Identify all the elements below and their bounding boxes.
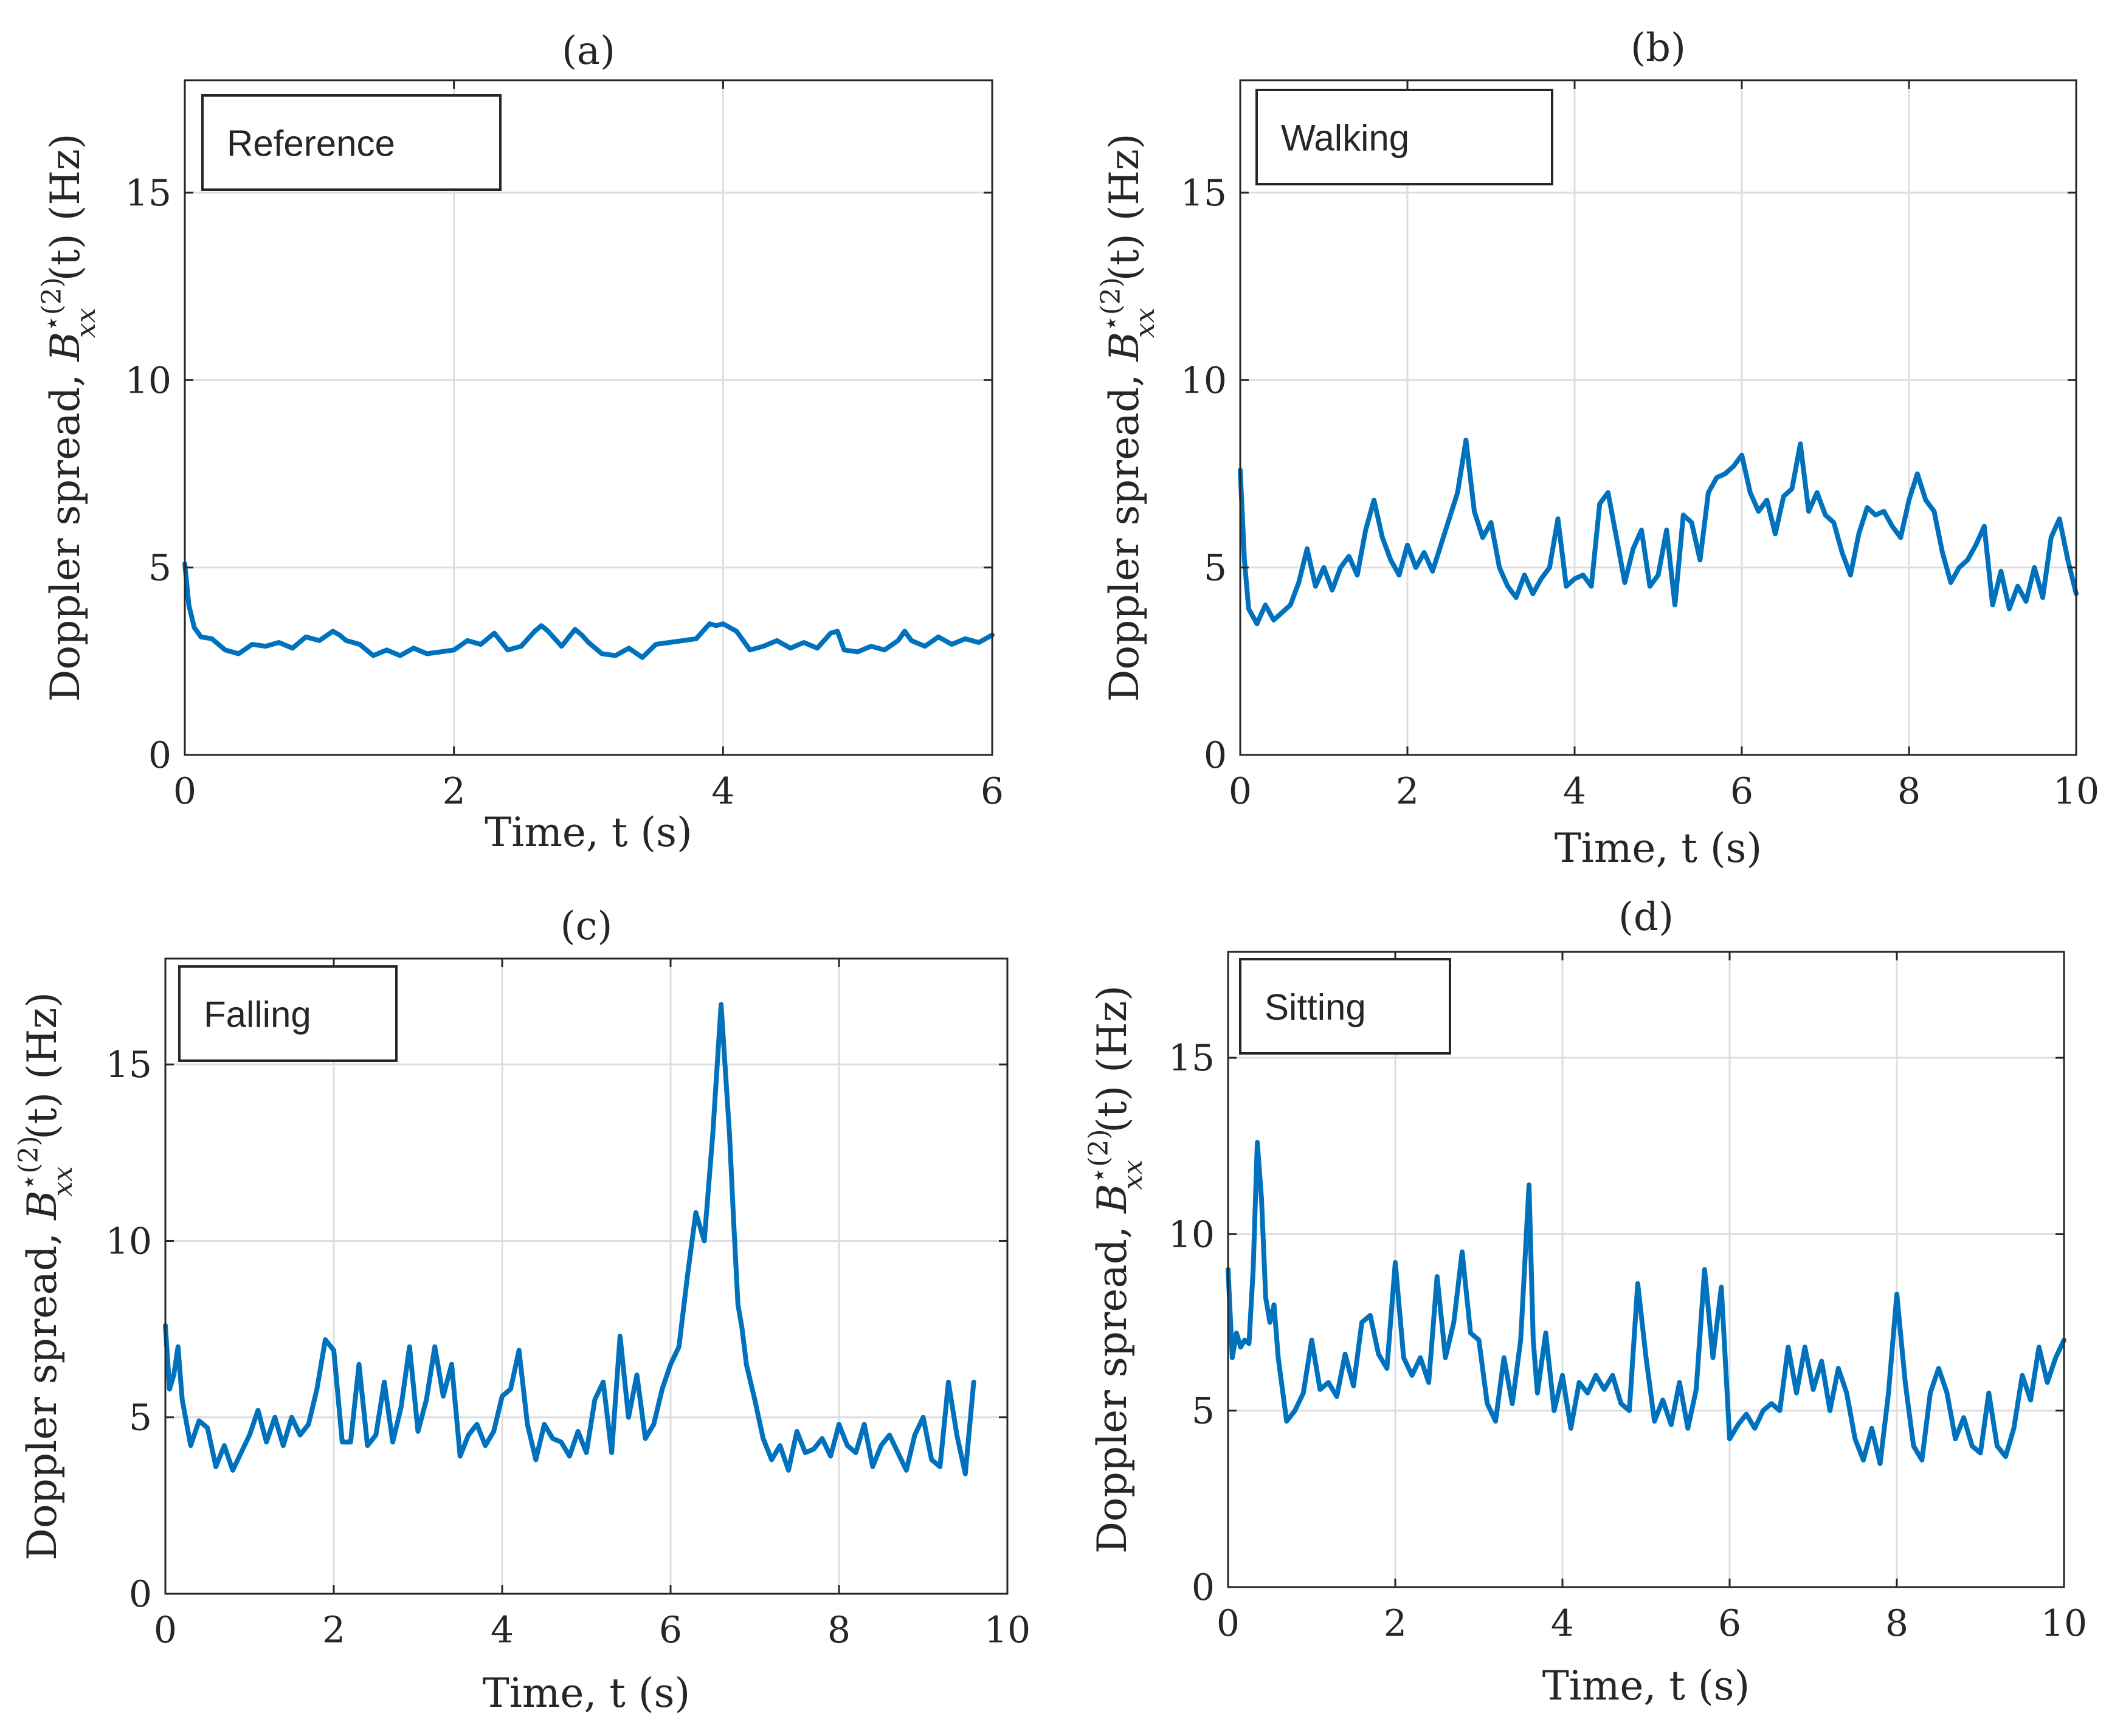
panel-c-x-tick-label: 10 [984,1609,1030,1652]
panel-c-y-axis-label-prefix: Doppler spread, [19,1220,66,1560]
panel-d-y-axis-label-prefix: Doppler spread, [1089,1213,1136,1554]
panel-c-legend-box [178,965,398,1062]
panel-d-x-tick-label: 2 [1384,1602,1407,1645]
panel-d-axes-box [1227,951,2065,1588]
panel-d-y-tick-label: 10 [1168,1213,1215,1256]
panel-d-legend-label: Sitting [1265,987,1366,1028]
panel-c-y-tick-label: 5 [129,1397,152,1439]
panel-c-y-tick-label: 15 [106,1044,152,1086]
panel-b-x-tick-label: 6 [1730,770,1753,813]
panel-d-y-tick-label: 0 [1192,1566,1215,1609]
panel-c-title: (c) [561,904,613,949]
panel-d-y-axis-label-symbol: B [1089,1183,1136,1214]
panel-c-legend-label: Falling [204,994,311,1035]
panel-c-x-tick-label: 6 [659,1609,682,1652]
panel-b-y-axis-label-sub: xx [1130,308,1161,338]
panel-a-x-axis-label: Time, t (s) [485,809,692,856]
panel-d-y-axis-label-suffix: (t) (Hz) [1089,985,1136,1133]
panel-c-x-tick-label: 0 [154,1609,177,1652]
panel-a-y-tick-label: 0 [148,734,171,777]
panel-c-y-axis-label-sup: ⋆(2) [13,1135,44,1190]
panel-c-y-tick-label: 0 [129,1573,152,1616]
panel-d-series-sitting [1226,1140,2066,1466]
panel-b-y-axis-label-suffix: (t) (Hz) [1101,134,1148,281]
panel-a-x-tick-label: 2 [443,770,466,813]
panel-a-y-axis-label-suffix: (t) (Hz) [42,134,89,281]
panel-d-x-tick-label: 6 [1718,1602,1741,1645]
panel-c-y-axis-label-suffix: (t) (Hz) [19,992,66,1140]
panel-d-x-tick-label: 10 [2041,1602,2087,1645]
panel-d-legend-box [1239,958,1451,1055]
panel-a-y-tick-label: 5 [148,547,171,590]
panel-a-y-axis-label-symbol: B [42,332,89,362]
panel-b-y-tick-label: 10 [1181,359,1227,402]
panel-a-x-tick-label: 4 [711,770,734,813]
panel-b-x-tick-label: 2 [1396,770,1419,813]
panel-b-legend-label: Walking [1281,118,1409,159]
panel-b-y-tick-label: 15 [1181,172,1227,215]
panel-b-legend-box [1255,89,1553,185]
panel-d-x-tick-label: 8 [1885,1602,1908,1645]
panel-b-axes-box [1239,79,2077,756]
panel-d-x-axis-label: Time, t (s) [1542,1662,1750,1709]
panel-b-title: (b) [1631,26,1686,71]
panel-a-y-axis-label: Doppler spread, B⋆(2) xx (t) (Hz) [36,134,102,702]
panel-b-x-tick-label: 0 [1229,770,1252,813]
panel-c-y-tick-label: 10 [106,1220,152,1262]
panel-c-y-axis-label-symbol: B [19,1190,66,1221]
panel-a-legend-box [201,94,502,191]
panel-c-x-tick-label: 8 [827,1609,851,1652]
panel-d: 0 2 4 6 8 10 0 5 10 15 (d) Time, t (s) Doppler sprea… [1083,895,2087,1709]
panel-c-x-tick-label: 2 [322,1609,345,1652]
panel-a-x-tick-label: 0 [173,770,196,813]
panel-b-x-tick-label: 8 [1897,770,1921,813]
panel-b-y-axis-label-prefix: Doppler spread, [1101,361,1148,701]
panel-d-y-tick-label: 15 [1168,1037,1215,1080]
panel-b-y-tick-label: 0 [1204,734,1227,777]
panel-b-x-axis-label: Time, t (s) [1555,825,1762,872]
panel-a-legend-label: Reference [227,123,395,164]
panel-d-x-tick-label: 4 [1551,1602,1574,1645]
panel-b-x-tick-label: 4 [1563,770,1586,813]
panel-a-x-tick-label: 6 [981,770,1004,813]
panel-d-y-axis-label: Doppler spread, B⋆(2) xx (t) (Hz) [1083,985,1148,1554]
panel-d-y-tick-label: 5 [1192,1390,1215,1433]
panel-b-y-tick-label: 5 [1204,547,1227,590]
panel-a-y-tick-label: 15 [125,172,171,215]
panel-a: 0 2 4 6 0 5 10 15 (a) Time, t (s) Doppler spread, … [36,29,1004,856]
panel-c: 0 2 4 6 8 10 0 5 10 15 (c) Time, t (s) Doppler sprea… [13,904,1030,1717]
panel-a-y-tick-label: 10 [125,359,171,402]
panel-b-y-axis-label-sup: ⋆(2) [1096,277,1127,332]
panel-b: 0 2 4 6 8 10 0 5 10 15 (b) Time, t (s) Doppler sprea… [1096,26,2099,872]
panel-a-title: (a) [562,29,615,74]
panel-c-x-tick-label: 4 [491,1609,514,1652]
panel-a-series-reference [182,561,995,660]
panel-b-y-axis-label: Doppler spread, B⋆(2) xx (t) (Hz) [1096,134,1161,702]
panel-c-y-axis-label-sub: xx [47,1166,78,1197]
panel-a-y-axis-label-sup: ⋆(2) [36,277,67,332]
panel-a-y-axis-label-sub: xx [71,308,102,338]
panel-a-y-axis-label-prefix: Doppler spread, [42,361,89,701]
panel-d-y-axis-label-sup: ⋆(2) [1083,1129,1114,1183]
panel-c-axes-box [164,957,1009,1595]
panel-b-series-walking [1238,438,2079,627]
panel-a-axes-box [184,79,993,756]
panel-b-y-axis-label-symbol: B [1101,332,1148,362]
panel-b-x-tick-label: 10 [2053,770,2099,813]
panel-d-title: (d) [1618,895,1674,940]
panel-c-y-axis-label: Doppler spread, B⋆(2) xx (t) (Hz) [13,992,78,1560]
panel-d-x-tick-label: 0 [1217,1602,1240,1645]
panel-c-x-axis-label: Time, t (s) [483,1670,691,1717]
panel-c-series-falling [163,1002,976,1476]
panel-d-y-axis-label-sub: xx [1117,1160,1148,1190]
